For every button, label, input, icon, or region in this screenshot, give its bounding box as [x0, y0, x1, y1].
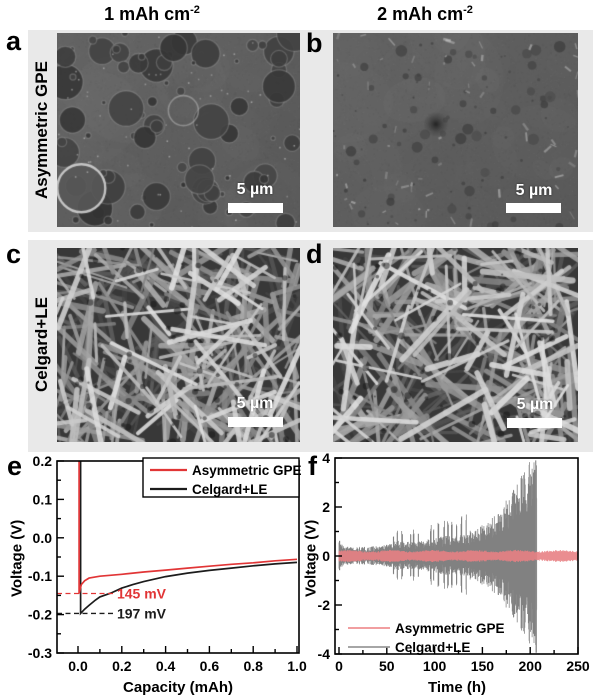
chart-e-xtick-label: 0.6 [200, 658, 220, 674]
sem-image-c [57, 248, 300, 442]
column-header-1-text: 1 mAh cm [104, 4, 191, 24]
chart-e-ytick-label: -0.3 [28, 645, 52, 661]
chart-e-ytick-label: 0.1 [33, 491, 53, 507]
chart-f-xtick-label: 50 [379, 658, 395, 674]
series-celgard-le [79, 461, 298, 616]
column-header-1-sup: -2 [190, 4, 200, 16]
panel-letter-f: f [308, 451, 317, 481]
panel-letter-e: e [7, 451, 23, 481]
chart-e-ytick-label: -0.2 [28, 607, 52, 623]
column-header-2-text: 2 mAh cm [377, 4, 464, 24]
chart-e-series [78, 461, 298, 616]
scale-bar-b [506, 203, 561, 213]
scale-label-a: 5 µm [236, 181, 274, 198]
chart-e-legend: Asymmetric GPE Celgard+LE [142, 457, 302, 498]
chart-e-ticks [57, 460, 298, 654]
chart-e-xtick-label: 0.0 [68, 658, 88, 674]
scale-bar-d [507, 418, 562, 428]
chart-f-ytick-label: 0 [322, 548, 330, 564]
chart-f-xtick-label: 250 [566, 658, 590, 674]
legend-label: Asymmetric GPE [395, 621, 505, 636]
chart-e-ylabel: Voltage (V) [8, 519, 26, 597]
sem-image-b [333, 33, 578, 227]
panel-letter-c: c [6, 239, 22, 269]
scale-bar-c [228, 417, 283, 427]
chart-f-legend: Asymmetric GPE Celgard+LE [348, 621, 505, 655]
chart-f-xtick-label: 150 [471, 658, 495, 674]
chart-f: 0 50 100 150 200 250 4 2 0 -2 -4 Asymmetric GPE Celg… [318, 450, 590, 674]
chart-f-ytick-label: 4 [322, 450, 330, 466]
legend-label: Celgard+LE [395, 640, 470, 655]
chart-f-xtick-label: 0 [335, 658, 343, 674]
chart-e-ytick-label: -0.1 [28, 568, 52, 584]
row1-label: Asymmetric GPE [32, 61, 51, 199]
chart-f-xtick-label: 200 [519, 658, 543, 674]
chart-f-xtick-label: 100 [423, 658, 447, 674]
panel-letter-a: a [6, 26, 22, 56]
column-header-2-sup: -2 [463, 4, 473, 16]
sem-image-d [333, 248, 578, 442]
chart-e-xtick-label: 0.8 [243, 658, 263, 674]
scale-label-c: 5 µm [236, 395, 274, 412]
chart-f-ytick-label: -2 [318, 597, 331, 613]
annotation-text-1: 197 mV [117, 605, 167, 621]
column-header-2: 2 mAh cm-2 [335, 4, 515, 25]
panel-letter-d: d [306, 239, 323, 269]
scale-label-b: 5 µm [515, 182, 553, 199]
legend-label: Asymmetric GPE [192, 463, 302, 478]
chart-f-ytick-label: 2 [322, 499, 330, 515]
column-header-1: 1 mAh cm-2 [62, 4, 242, 25]
series-asymmetric-gpe [78, 461, 298, 594]
sem-image-a [57, 33, 300, 227]
scale-bar-a [228, 203, 283, 213]
annotation-text-0: 145 mV [117, 585, 167, 601]
legend-label: Celgard+LE [192, 482, 267, 497]
panel-letter-b: b [306, 28, 323, 58]
chart-e-ytick-label: 0.2 [33, 453, 53, 469]
chart-e-xtick-label: 0.4 [156, 658, 176, 674]
chart-e-xlabel: Capacity (mAh) [122, 679, 234, 696]
chart-f-ylabel: Voltage (V) [302, 519, 320, 597]
chart-e-xtick-label: 1.0 [287, 658, 307, 674]
chart-e-ytick-label: 0.0 [33, 530, 53, 546]
chart-f-ytick-label: -4 [318, 646, 331, 662]
chart-f-xlabel: Time (h) [427, 679, 487, 696]
scale-label-d: 5 µm [516, 396, 554, 413]
chart-f-ticks [335, 457, 579, 655]
chart-e-xtick-label: 0.2 [112, 658, 132, 674]
row2-label: Celgard+LE [32, 297, 51, 393]
